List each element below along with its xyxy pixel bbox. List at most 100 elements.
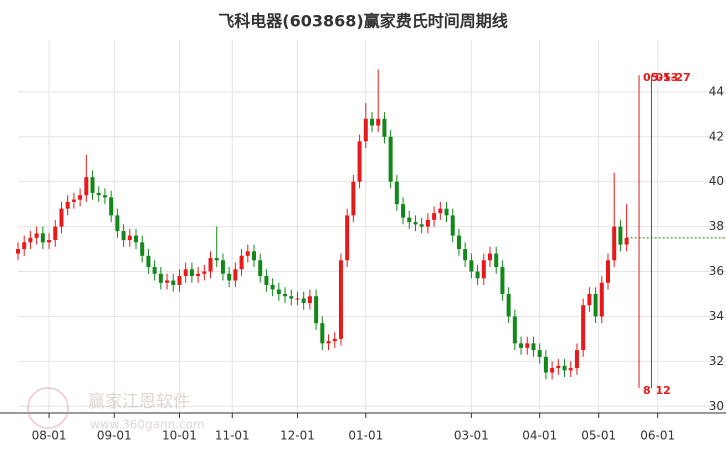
candle [121, 224, 126, 247]
candle-body [270, 284, 275, 290]
candle [158, 267, 163, 290]
candle-body [245, 251, 250, 256]
candle-body [401, 204, 406, 218]
candle-body [96, 192, 101, 196]
candle-body [84, 177, 89, 196]
candle-body [593, 293, 598, 317]
candle [245, 244, 250, 263]
candle-body [295, 298, 300, 300]
x-tick-label: 03-01 [454, 429, 489, 443]
candle [140, 235, 145, 263]
candle [357, 134, 362, 189]
candle [295, 291, 300, 306]
candle [562, 359, 567, 378]
candle [394, 174, 399, 211]
candle-body [109, 197, 114, 216]
candle [183, 262, 188, 283]
x-tick-label: 09-01 [97, 429, 132, 443]
candle-body [47, 240, 52, 243]
candle [543, 350, 548, 380]
candle [152, 260, 157, 281]
candle-body [134, 235, 138, 243]
candle-body [90, 177, 95, 193]
candle-body [264, 276, 269, 285]
candle [146, 249, 151, 274]
candle-body [469, 260, 474, 272]
candle-body [16, 249, 20, 254]
candle [568, 361, 573, 378]
candle-body [252, 251, 256, 261]
candle [102, 188, 107, 205]
candle [494, 246, 499, 274]
candle [202, 264, 207, 281]
candle-body [425, 219, 430, 227]
watermark-url: www.360gann.com [90, 418, 205, 432]
candle-body [345, 215, 350, 261]
candle [338, 253, 343, 346]
candle [78, 188, 83, 207]
candle [599, 276, 604, 324]
candle [252, 244, 256, 268]
candle [587, 287, 592, 312]
candle [444, 201, 449, 223]
candle-body [525, 343, 530, 348]
candle [332, 332, 337, 348]
candle-body [78, 195, 83, 200]
candle-body [152, 267, 157, 274]
candle [53, 219, 58, 247]
candle-body [301, 298, 306, 303]
x-tick-label: 10-01 [162, 429, 197, 443]
candle-body [189, 269, 194, 277]
candle [227, 267, 232, 288]
candle [301, 291, 306, 310]
cycle-top-label: 05-27 [655, 71, 690, 84]
candle-body [494, 253, 499, 268]
y-tick-label: 32 [709, 354, 724, 368]
candle [314, 289, 319, 330]
cycle-bottom-label: 8 [643, 384, 651, 397]
candle-body [276, 289, 281, 294]
candle [606, 253, 610, 290]
candle [208, 251, 213, 279]
y-tick-label: 40 [709, 174, 724, 188]
candle-body [506, 293, 511, 317]
candle-body [394, 181, 399, 205]
candle-body [40, 233, 45, 243]
candle-body [121, 231, 126, 241]
candle-body [202, 271, 207, 274]
candle-body [289, 296, 294, 299]
candle-body [177, 276, 182, 285]
candle [16, 242, 20, 261]
candle [618, 219, 623, 252]
candle-body [432, 213, 437, 220]
candle [450, 208, 455, 243]
candle [419, 217, 424, 234]
x-tick-label: 06-01 [640, 429, 675, 443]
candle [500, 260, 505, 301]
candle [475, 264, 480, 285]
y-tick-label: 42 [709, 129, 724, 143]
candle [574, 343, 579, 375]
x-tick-label: 01-01 [348, 429, 383, 443]
candle [276, 282, 281, 301]
candle [556, 359, 561, 375]
candle-body [227, 273, 232, 281]
candle-body [481, 260, 486, 279]
y-tick-label: 44 [709, 84, 724, 98]
candle-body [450, 215, 455, 236]
candle [115, 208, 120, 238]
x-tick-label: 04-01 [522, 429, 557, 443]
candle-body [599, 282, 604, 317]
candle [612, 172, 617, 268]
candle [34, 226, 39, 245]
candle-body [146, 255, 151, 268]
candle [351, 174, 356, 223]
candle-body [500, 267, 505, 294]
candle-body [208, 258, 213, 272]
candle [326, 334, 331, 351]
candle-body [376, 118, 381, 126]
candle-body [537, 350, 542, 357]
candle-body [171, 280, 176, 285]
candle-body [556, 365, 561, 369]
candle-body [28, 237, 33, 243]
